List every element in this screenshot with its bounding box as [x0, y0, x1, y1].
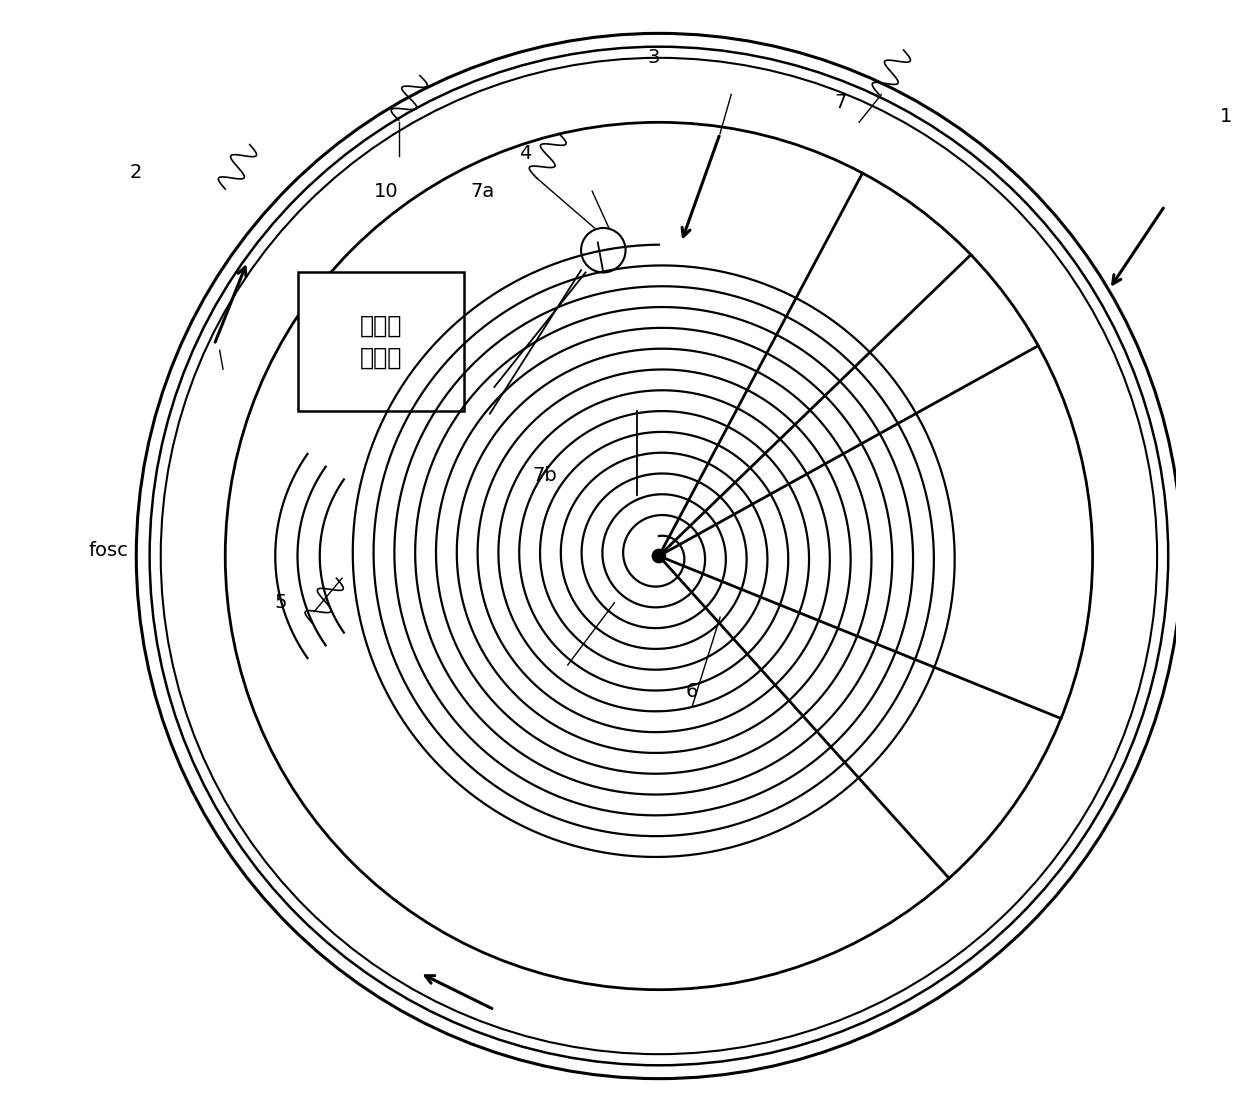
Text: 7a: 7a	[470, 181, 495, 201]
Text: fosc: fosc	[88, 540, 128, 560]
Text: 3: 3	[647, 48, 660, 68]
Text: 6: 6	[686, 682, 698, 702]
Text: 10: 10	[374, 181, 399, 201]
Text: 7b: 7b	[532, 466, 557, 486]
Text: 2: 2	[130, 162, 143, 182]
Bar	[298, 272, 464, 411]
Text: 自动控
制电路: 自动控 制电路	[360, 314, 402, 369]
Text: 4: 4	[520, 143, 532, 163]
Text: 1: 1	[1220, 107, 1233, 127]
Circle shape	[652, 549, 666, 563]
Text: 7: 7	[835, 92, 847, 112]
Text: 5: 5	[274, 593, 288, 613]
